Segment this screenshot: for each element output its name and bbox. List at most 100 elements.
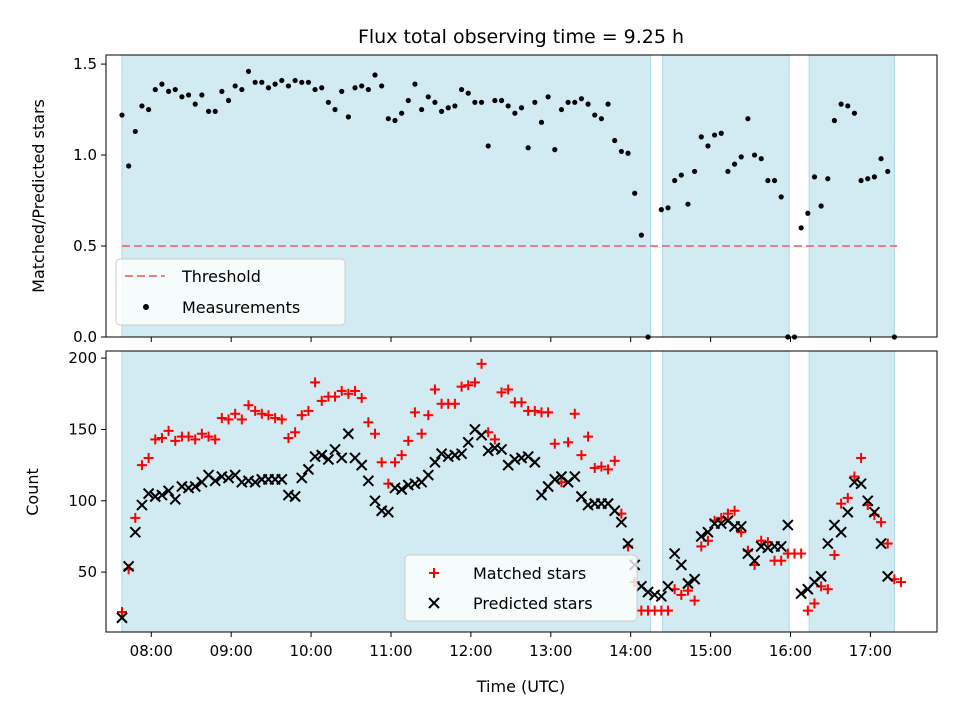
observing-window — [808, 350, 895, 633]
predicted-star-marker — [668, 547, 681, 560]
x-tick-label: 16:00 — [769, 642, 812, 660]
measurement-point — [678, 172, 684, 178]
matched-star-marker — [682, 585, 693, 596]
predicted-star-marker — [475, 429, 488, 441]
measurement-point — [165, 88, 172, 94]
x-tick-label: 14:00 — [609, 642, 652, 660]
matched-star-marker — [809, 598, 820, 609]
matched-star-marker — [216, 413, 227, 424]
predicted-star-marker — [735, 520, 747, 533]
measurement-point — [632, 190, 638, 196]
matched-star-marker — [722, 508, 733, 519]
predicted-star-marker — [835, 526, 847, 538]
measurement-point — [192, 101, 198, 107]
measurement-point — [725, 168, 731, 175]
measurement-point — [858, 177, 864, 184]
predicted-star-marker — [435, 447, 448, 460]
matched-star-marker — [190, 434, 201, 445]
matched-star-marker — [136, 460, 147, 471]
matched-star-marker — [449, 398, 460, 409]
x-tick-label: 15:00 — [689, 642, 732, 660]
measurement-point — [299, 79, 305, 85]
measurement-point — [865, 176, 871, 182]
measurement-point — [325, 99, 331, 105]
chart-title: Flux total observing time = 9.25 h — [358, 26, 684, 48]
measurement-point — [172, 86, 178, 93]
matched-star-marker — [489, 434, 500, 445]
matched-star-marker — [429, 384, 440, 395]
y-tick-label: 1.5 — [73, 55, 97, 73]
top-y-axis-label: Matched/Predicted stars — [29, 99, 48, 293]
predicted-star-marker — [429, 456, 441, 468]
measurement-point — [119, 112, 125, 118]
legend-matched-label: Matched stars — [473, 564, 586, 583]
measurement-point — [685, 201, 691, 207]
predicted-star-marker — [642, 586, 654, 598]
measurement-point — [512, 110, 518, 116]
predicted-star-marker — [302, 463, 315, 476]
measurement-point — [771, 177, 778, 184]
predicted-star-marker — [342, 428, 355, 440]
predicted-star-marker — [355, 459, 368, 471]
top-legend: Threshold Measurements — [115, 258, 346, 326]
measurement-point — [805, 210, 811, 216]
matched-star-marker — [210, 434, 221, 445]
measurement-point — [878, 156, 884, 162]
matched-star-marker — [350, 385, 361, 396]
measurement-point — [312, 86, 318, 93]
matched-star-marker — [529, 405, 540, 416]
measurement-point — [885, 168, 891, 175]
x-tick-label: 12:00 — [449, 642, 492, 660]
predicted-star-marker — [855, 477, 867, 490]
predicted-star-marker — [682, 577, 694, 590]
measurement-point — [665, 205, 671, 211]
predicted-star-marker — [329, 443, 341, 456]
matched-star-marker — [183, 431, 194, 442]
measurement-point — [332, 106, 338, 113]
predicted-star-marker — [662, 580, 674, 593]
predicted-star-marker — [482, 445, 494, 457]
matched-star-marker — [456, 381, 467, 392]
matched-star-marker — [363, 417, 374, 428]
predicted-star-marker — [182, 482, 195, 494]
matched-star-marker — [230, 408, 241, 419]
matched-star-marker — [276, 414, 287, 425]
matched-star-marker — [250, 405, 261, 416]
ratio-panel: 0.0 0.5 1.0 1.5 Matched/Predicted stars Thr… — [29, 54, 938, 346]
measurement-point — [352, 85, 358, 91]
predicted-star-marker — [462, 436, 474, 448]
legend-measurement-label: Measurements — [182, 298, 300, 317]
predicted-star-marker — [495, 443, 508, 456]
matched-star-marker — [596, 461, 607, 472]
matched-star-marker — [603, 464, 614, 475]
predicted-star-marker — [169, 493, 181, 506]
predicted-star-marker — [609, 505, 621, 517]
matched-star-marker — [569, 408, 580, 419]
matched-star-marker — [476, 358, 487, 369]
matched-star-marker — [876, 517, 887, 528]
matched-star-marker — [336, 385, 347, 396]
predicted-star-marker — [222, 472, 235, 484]
measurement-point — [731, 161, 738, 167]
predicted-star-marker — [535, 489, 548, 501]
measurement-point — [498, 97, 505, 104]
measurement-point — [225, 97, 232, 104]
measurement-point — [458, 86, 465, 93]
y-tick-label: 50 — [78, 563, 97, 581]
matched-star-marker — [143, 452, 154, 463]
matched-star-marker — [756, 535, 767, 546]
measurement-point — [751, 152, 758, 158]
matched-star-marker — [396, 450, 407, 461]
predicted-star-marker — [249, 476, 261, 488]
measurement-point — [239, 86, 245, 93]
measurement-point — [379, 83, 385, 89]
matched-star-marker — [370, 428, 381, 439]
predicted-star-marker — [442, 450, 454, 463]
measurement-point — [319, 85, 325, 91]
predicted-star-marker — [136, 499, 148, 511]
predicted-star-marker — [775, 540, 787, 553]
measurement-point — [365, 86, 371, 93]
measurement-point — [851, 110, 858, 116]
matched-star-marker — [156, 433, 167, 444]
